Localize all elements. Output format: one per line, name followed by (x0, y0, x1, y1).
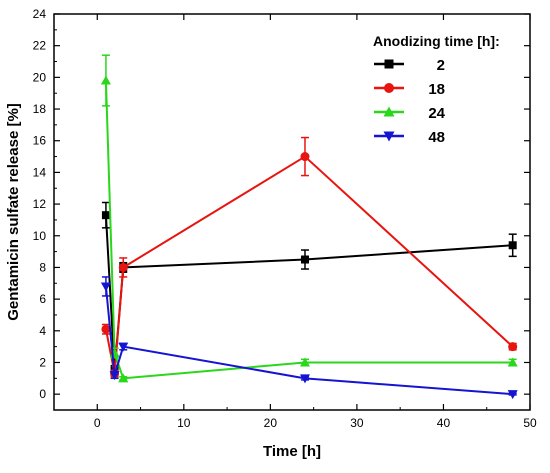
square-marker (508, 241, 517, 250)
legend-label-18: 18 (428, 81, 445, 98)
series-layer (100, 54, 518, 400)
series-24 (100, 54, 518, 383)
circle-marker (508, 342, 518, 352)
y-tick-label: 14 (33, 165, 47, 179)
y-tick-label: 18 (33, 102, 47, 116)
legend-label-48: 48 (428, 129, 445, 146)
series-2 (101, 201, 517, 376)
series-18 (101, 136, 518, 379)
y-tick-label: 22 (33, 39, 47, 53)
legend: Anodizing time [h]: 2 18 24 48 (373, 33, 500, 146)
y-tick-label: 4 (39, 324, 46, 338)
triangle-down-marker (507, 390, 518, 400)
triangle-up-marker (299, 357, 310, 367)
y-tick-label: 20 (33, 70, 47, 84)
triangle-down-marker (299, 374, 310, 384)
circle-marker (384, 83, 394, 93)
circle-marker (300, 152, 310, 162)
circle-marker (118, 262, 128, 272)
y-tick-label: 0 (39, 387, 46, 401)
square-marker (384, 59, 394, 69)
legend-label-2: 2 (437, 57, 445, 74)
y-tick-label: 6 (39, 292, 46, 306)
square-marker (300, 255, 309, 264)
square-marker (101, 211, 110, 220)
series-line (104, 286, 513, 396)
x-tick-label: 0 (94, 416, 101, 430)
legend-title: Anodizing time [h]: (373, 33, 500, 49)
y-tick-label: 8 (39, 260, 46, 274)
triangle-down-marker (100, 282, 111, 292)
plot-frame (53, 13, 531, 411)
x-tick-label: 40 (437, 416, 451, 430)
y-tick-label: 24 (33, 7, 47, 21)
x-axis-title: Time [h] (263, 443, 321, 460)
y-tick-label: 12 (33, 197, 47, 211)
y-tick-label: 16 (33, 134, 47, 148)
y-tick-label: 10 (33, 229, 47, 243)
series-48 (100, 276, 518, 400)
y-axis-title: Gentamicin sulfate release [%] (5, 103, 22, 321)
triangle-down-marker (383, 131, 395, 142)
x-tick-label: 50 (523, 416, 537, 430)
triangle-down-marker (118, 342, 129, 352)
triangle-up-marker (118, 373, 129, 383)
series-line (104, 215, 513, 371)
triangle-up-marker (507, 357, 518, 367)
triangle-down-marker (109, 371, 120, 381)
x-tick-label: 10 (177, 416, 191, 430)
triangle-up-marker (383, 106, 395, 117)
axes (53, 13, 531, 411)
x-tick-label: 30 (350, 416, 364, 430)
x-tick-label: 20 (264, 416, 278, 430)
y-tick-label: 2 (39, 355, 46, 369)
triangle-up-marker (100, 75, 111, 85)
circle-marker (101, 324, 111, 334)
series-line (104, 80, 513, 380)
legend-label-24: 24 (428, 105, 445, 122)
